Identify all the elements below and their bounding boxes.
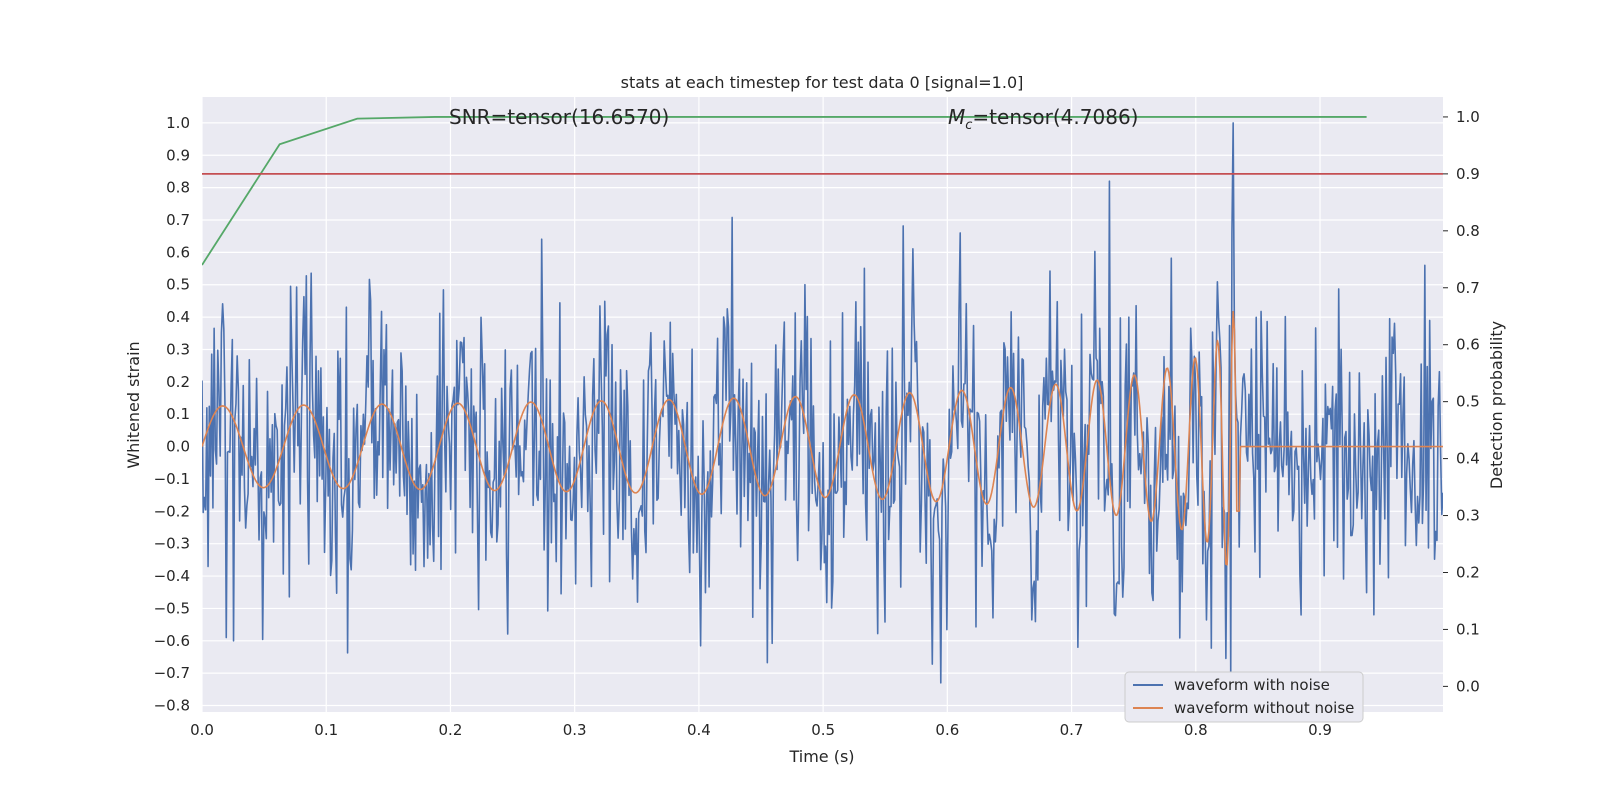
y-tick-label-right: 0.1 (1456, 620, 1480, 638)
y-tick-label-left: −0.7 (154, 664, 190, 682)
y-tick-label-right: 0.7 (1456, 279, 1480, 297)
legend: waveform with noise waveform without noi… (1124, 671, 1364, 723)
y-tick-label-left: −0.6 (154, 632, 190, 650)
x-tick-label: 0.7 (1060, 721, 1084, 739)
series-layer (202, 116, 1443, 684)
y-tick-label-left: 0.3 (166, 340, 190, 358)
x-tick-label: 0.8 (1184, 721, 1208, 739)
tick-labels: 0.0 0.1 0.2 0.3 0.4 0.5 0.6 0.7 0.8 0.9 −0.8 −0.7 −0… (154, 108, 1480, 739)
y-tick-label-left: −0.5 (154, 599, 190, 617)
y-tick-label-left: 1.0 (166, 114, 190, 132)
x-tick-label: 0.9 (1308, 721, 1332, 739)
y-tick-label-left: 0.5 (166, 276, 190, 294)
x-tick-label: 0.5 (811, 721, 835, 739)
y-tick-label-right: 0.4 (1456, 450, 1480, 468)
chirp-mass-subscript: c (965, 118, 972, 133)
x-tick-label: 0.2 (439, 721, 463, 739)
y-tick-label-right: 0.0 (1456, 677, 1480, 695)
x-axis-label: Time (s) (788, 747, 854, 766)
y-tick-label-right: 1.0 (1456, 108, 1480, 126)
y-tick-label-left: 0.4 (166, 308, 190, 326)
y-tick-label-right: 0.5 (1456, 393, 1480, 411)
chirp-mass-symbol: M (948, 105, 965, 129)
x-tick-label: 0.3 (563, 721, 587, 739)
chirp-mass-value: =tensor(4.7086) (972, 105, 1138, 129)
y-tick-label-left: −0.2 (154, 502, 190, 520)
y-tick-label-left: −0.1 (154, 470, 190, 488)
x-tick-label: 0.1 (314, 721, 338, 739)
y-tick-label-left: 0.1 (166, 405, 190, 423)
y-tick-label-right: 0.8 (1456, 222, 1480, 240)
y-tick-label-left: −0.3 (154, 535, 190, 553)
y-axis-label-left: Whitened strain (124, 341, 143, 468)
y-tick-label-right: 0.3 (1456, 507, 1480, 525)
y-tick-label-left: 0.2 (166, 373, 190, 391)
chirp-mass-annotation: Mc=tensor(4.7086) (948, 105, 1138, 133)
y-tick-label-left: 0.6 (166, 243, 190, 261)
y-tick-label-right: 0.2 (1456, 563, 1480, 581)
legend-label-noise: waveform with noise (1174, 676, 1330, 694)
y-tick-label-right: 0.9 (1456, 165, 1480, 183)
snr-annotation: SNR=tensor(16.6570) (449, 105, 669, 129)
y-tick-label-left: −0.8 (154, 697, 190, 715)
y-tick-label-right: 0.6 (1456, 336, 1480, 354)
x-tick-label: 0.6 (935, 721, 959, 739)
y-tick-label-left: 0.8 (166, 179, 190, 197)
y-tick-label-left: −0.4 (154, 567, 190, 585)
legend-box (1124, 671, 1364, 723)
chart-title: stats at each timestep for test data 0 [… (621, 73, 1024, 92)
y-tick-label-left: 0.0 (166, 438, 190, 456)
series-line-clean (202, 310, 1443, 566)
series-line-detection-probability (202, 116, 1367, 266)
x-tick-label: 0.0 (190, 721, 214, 739)
legend-label-clean: waveform without noise (1174, 699, 1354, 717)
x-tick-label: 0.4 (687, 721, 711, 739)
y-tick-label-left: 0.7 (166, 211, 190, 229)
y-axis-label-right: Detection probability (1487, 321, 1506, 489)
y-tick-label-left: 0.9 (166, 146, 190, 164)
